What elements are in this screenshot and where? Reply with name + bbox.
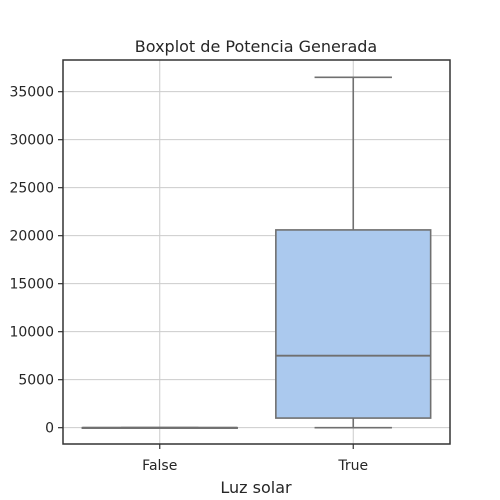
x-axis: False True <box>142 444 368 474</box>
y-tick-label: 25000 <box>9 181 54 197</box>
chart-title: Boxplot de Potencia Generada <box>135 37 377 56</box>
x-tick-label: False <box>142 458 177 474</box>
y-axis: 0 5000 10000 15000 20000 25000 30000 35000 <box>9 85 63 437</box>
boxes <box>81 76 432 429</box>
x-axis-label: Luz solar <box>220 478 292 497</box>
x-tick-label: True <box>337 458 368 474</box>
plot-frame <box>62 59 451 445</box>
box-false <box>81 426 238 429</box>
iqr-box <box>275 229 432 419</box>
y-tick-label: 35000 <box>9 85 54 101</box>
y-tick-label: 20000 <box>9 229 54 245</box>
y-tick-label: 15000 <box>9 277 54 293</box>
y-tick-label: 0 <box>45 421 54 437</box>
box-true <box>275 76 432 429</box>
y-tick-label: 30000 <box>9 133 54 149</box>
y-tick-label: 10000 <box>9 325 54 341</box>
y-tick-label: 5000 <box>18 373 54 389</box>
